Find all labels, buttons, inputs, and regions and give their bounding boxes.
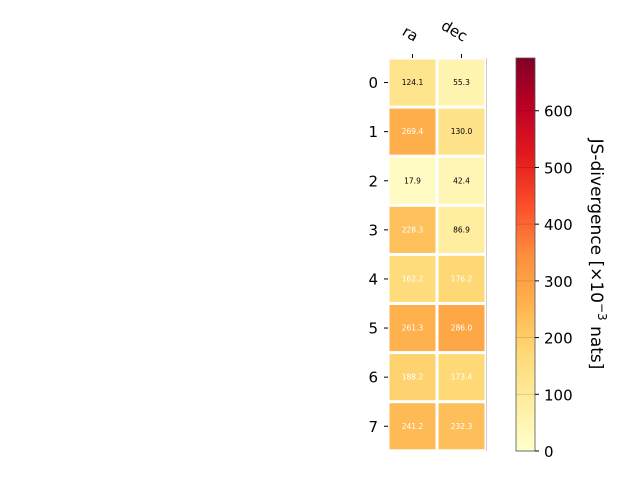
heatmap-cell [438,305,485,352]
x-tick-label: ra [399,22,421,45]
cell-value-label: 261.3 [402,324,424,333]
heatmap-cell [438,157,485,204]
y-tick-label: 4 [368,270,378,288]
colorbar-tick-label: 0 [544,443,554,461]
y-tick-label: 1 [368,123,378,141]
heatmap-cell [389,305,436,352]
colorbar-label: JS-divergence [×10−3 nats] [586,138,609,370]
colorbar-tick-label: 100 [544,386,573,404]
heatmap-cell [438,255,485,302]
heatmap-cell [389,403,436,450]
heatmap-cell [389,108,436,155]
cell-value-label: 188.2 [402,373,424,382]
cell-value-label: 162.2 [402,274,424,283]
cell-value-label: 130.0 [451,127,473,136]
heatmap-cell [389,206,436,253]
cell-value-label: 55.3 [453,78,470,87]
cell-value-label: 228.3 [402,225,424,234]
y-tick-label: 6 [368,369,378,387]
colorbar-tick-label: 200 [544,330,573,348]
cell-value-label: 124.1 [402,78,424,87]
colorbar: 0 100 200 300 400 500 600 JS-divergence [×10−3 … [515,57,609,461]
colorbar-gradient [516,58,535,451]
cell-value-label: 86.9 [453,225,470,234]
y-tick-label: 5 [368,320,378,338]
cell-value-label: 241.2 [402,422,424,431]
cell-value-label: 232.3 [451,422,473,431]
colorbar-frame [515,57,536,452]
y-tick-label: 2 [368,172,378,190]
y-tick-label: 7 [368,418,378,436]
colorbar-tick-label: 400 [544,216,573,234]
colorbar-tick-label: 300 [544,273,573,291]
colorbar-tick-label: 500 [544,159,573,177]
x-tick-label: dec [438,16,470,45]
colorbar-tick-label: 600 [544,103,573,121]
heatmap-cell [438,59,485,106]
cell-value-label: 176.2 [451,274,473,283]
heatmap-cell [389,59,436,106]
heatmap-cell [389,157,436,204]
heatmap-cell [438,108,485,155]
cell-value-label: 173.4 [451,373,473,382]
heatmap-cell [438,206,485,253]
heatmap-cell [389,255,436,302]
y-tick-label: 0 [368,74,378,92]
heatmap-cell [438,403,485,450]
cell-value-label: 17.9 [404,176,421,185]
heatmap-area: 124.1 55.3 269.4 130.0 17.9 42.4 228.3 86.9 162.… [368,16,487,451]
cell-value-label: 269.4 [402,127,424,136]
cell-value-label: 42.4 [453,176,470,185]
y-tick-label: 3 [368,221,378,239]
heatmap-cell [438,354,485,401]
heatmap-cell [389,354,436,401]
cell-value-label: 286.0 [451,324,473,333]
